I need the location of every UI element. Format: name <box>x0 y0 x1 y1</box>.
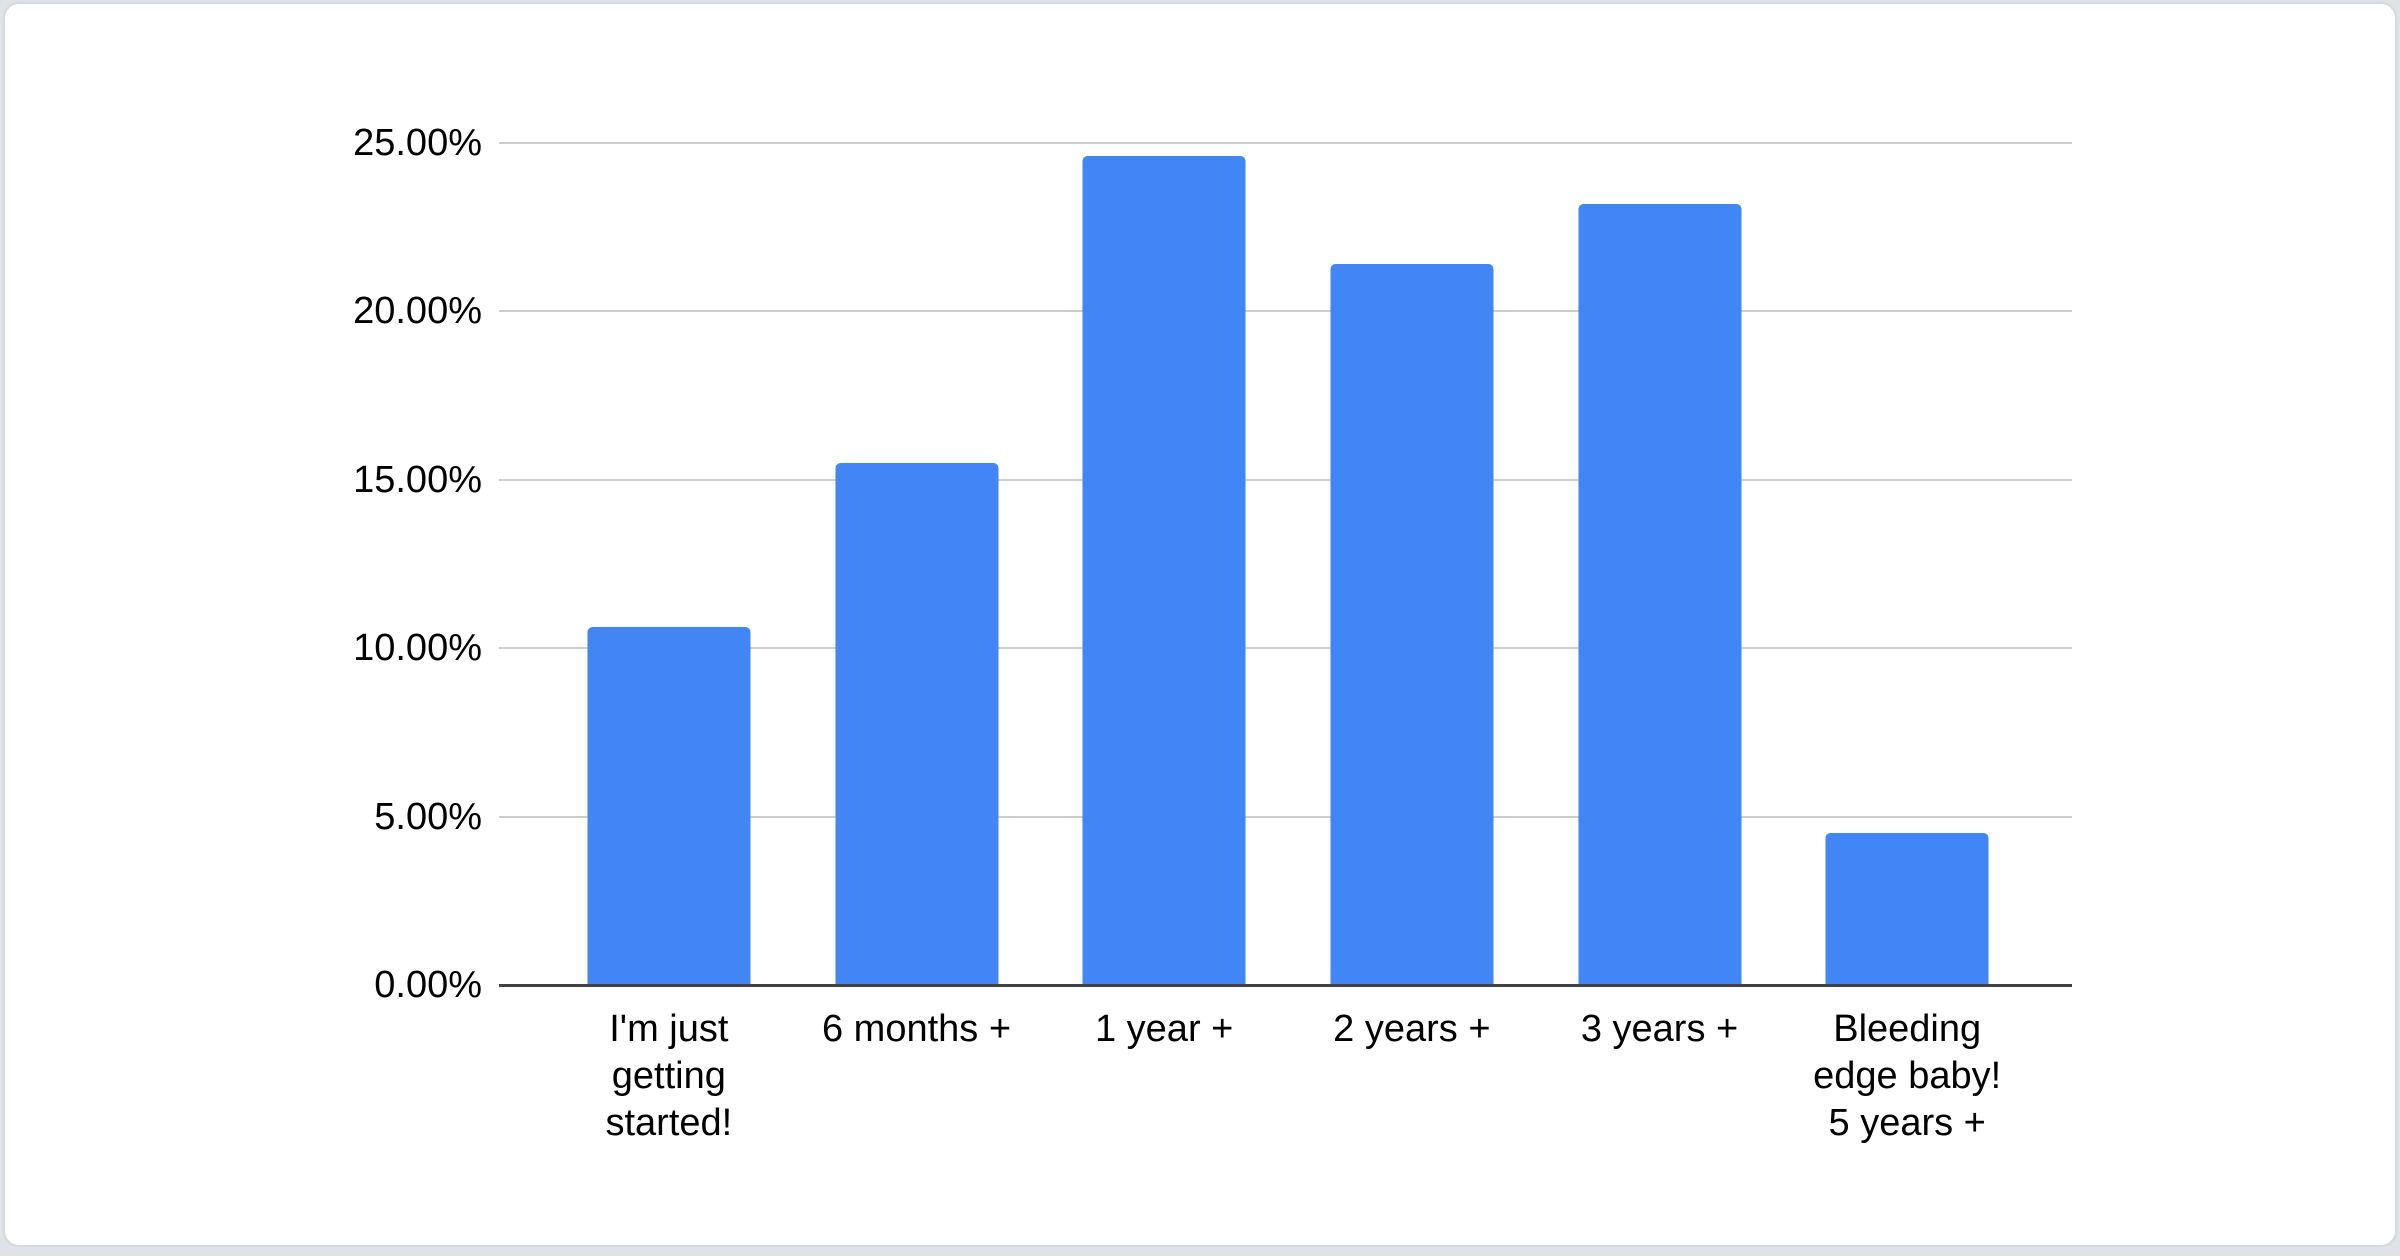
bar-series <box>545 143 2031 984</box>
y-tick-label: 0.00% <box>374 964 482 1006</box>
bar-band <box>1536 143 1784 984</box>
bar-band <box>545 143 793 984</box>
y-axis-labels: 0.00% 5.00% 10.00% 15.00% 20.00% 25.00% <box>5 4 482 1260</box>
bar-3[interactable] <box>1082 156 1246 984</box>
y-tick-label: 10.00% <box>353 627 482 670</box>
x-category-label-2: 6 months + <box>821 1008 1012 1050</box>
bar-6[interactable] <box>1825 832 1989 984</box>
x-category-label-5: 3 years + <box>1580 1008 1739 1050</box>
bar-band <box>1040 143 1288 984</box>
y-tick-label: 5.00% <box>374 795 482 838</box>
y-tick-label: 20.00% <box>353 290 482 333</box>
bar-4[interactable] <box>1330 264 1494 984</box>
gridline <box>499 310 2072 313</box>
y-tick-label: 25.00% <box>353 122 482 164</box>
x-category-label-4: 2 years + <box>1333 1008 1491 1050</box>
gridline <box>499 142 2072 144</box>
x-category-label-3: 1 year + <box>1094 1008 1234 1050</box>
x-axis-labels: I'm just getting started! 6 months + 1 yea… <box>545 1006 2031 1147</box>
bar-1[interactable] <box>587 627 751 984</box>
gridline <box>499 478 2072 481</box>
bar-band <box>793 143 1041 984</box>
x-category-label-1: I'm just getting started! <box>605 1008 733 1144</box>
bar-2[interactable] <box>835 462 998 984</box>
chart-card[interactable]: 0.00% 5.00% 10.00% 15.00% 20.00% 25.00% I'm j… <box>3 2 2397 1247</box>
x-axis-line <box>499 984 2072 987</box>
plot-area <box>499 142 2072 987</box>
y-tick-label: 15.00% <box>353 458 482 501</box>
x-category-label-6: Bleeding edge baby! 5 years + <box>1813 1008 2002 1144</box>
bar-band <box>1783 143 2031 984</box>
bar-5[interactable] <box>1578 203 1742 984</box>
gridline <box>499 647 2072 650</box>
bar-chart: 0.00% 5.00% 10.00% 15.00% 20.00% 25.00% I'm j… <box>5 4 2395 1245</box>
bar-band <box>1288 143 1536 984</box>
gridline <box>499 815 2072 818</box>
